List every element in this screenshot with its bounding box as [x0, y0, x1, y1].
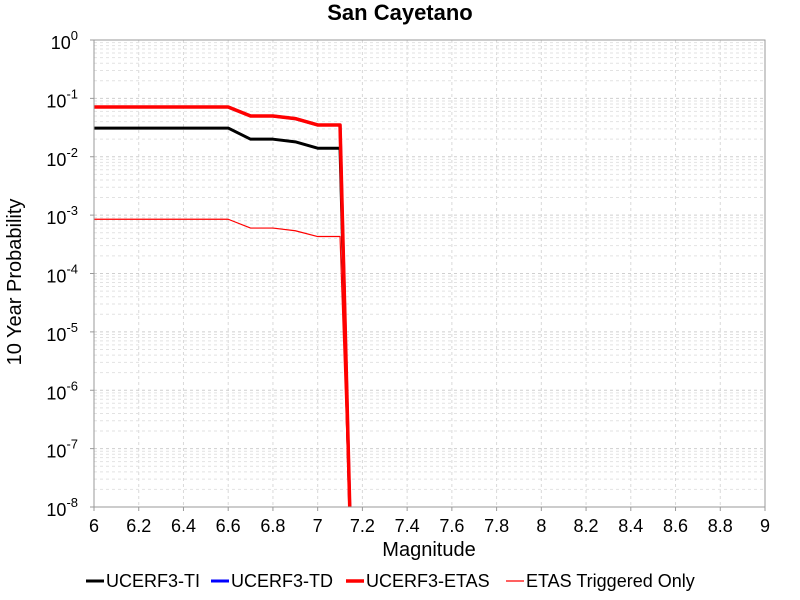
x-tick-label: 7: [313, 516, 323, 536]
legend: UCERF3-TI UCERF3-TD UCERF3-ETAS ETAS Trigge…: [86, 571, 695, 591]
x-tick-label: 6.4: [171, 516, 196, 536]
x-tick-label: 8.6: [663, 516, 688, 536]
y-tick-label: 100: [51, 28, 78, 53]
x-tick-label: 8.8: [708, 516, 733, 536]
y-tick-label: 10-2: [46, 145, 78, 170]
x-tick-label: 8.4: [618, 516, 643, 536]
legend-label: ETAS Triggered Only: [526, 571, 695, 591]
y-tick-label: 10-3: [46, 203, 78, 228]
y-axis-title: 10 Year Probability: [4, 199, 26, 366]
legend-label: UCERF3-TD: [231, 571, 333, 591]
y-tick-label: 10-8: [46, 495, 78, 520]
x-tick-label: 7.4: [395, 516, 420, 536]
x-tick-label: 7.2: [350, 516, 375, 536]
y-tick-label: 10-1: [46, 86, 78, 111]
grid: [93, 40, 766, 508]
x-tick-label: 9: [760, 516, 770, 536]
y-tick-label: 10-4: [46, 262, 78, 287]
x-tick-label: 6.2: [126, 516, 151, 536]
legend-label: UCERF3-ETAS: [366, 571, 490, 591]
x-tick-label: 8: [536, 516, 546, 536]
series-line-ucerf3-ti: [94, 126, 352, 507]
legend-label: UCERF3-TI: [106, 571, 200, 591]
chart-title: San Cayetano: [327, 0, 473, 25]
series-layer: [94, 105, 352, 507]
x-tick-label: 7.6: [439, 516, 464, 536]
x-tick-label: 6: [89, 516, 99, 536]
x-axis-ticks: 6 6.2 6.4 6.6 6.8 7 7.2 7.4 7.6 7.8 8 8.2 8.4 8.6 8.8 9: [89, 507, 770, 536]
y-axis-ticks: 100 10-1 10-2 10-3 10-4 10-5 10-6 10-7 10-8: [46, 28, 94, 520]
x-axis-title: Magnitude: [382, 539, 475, 561]
x-tick-label: 8.2: [574, 516, 599, 536]
x-tick-label: 6.6: [216, 516, 241, 536]
x-tick-label: 7.8: [484, 516, 509, 536]
y-tick-label: 10-6: [46, 378, 78, 403]
series-line-ucerf3-etas: [94, 105, 352, 507]
y-tick-label: 10-5: [46, 320, 78, 345]
series-line-etas-triggered-only: [94, 218, 350, 507]
y-tick-label: 10-7: [46, 437, 78, 462]
x-tick-label: 6.8: [260, 516, 285, 536]
